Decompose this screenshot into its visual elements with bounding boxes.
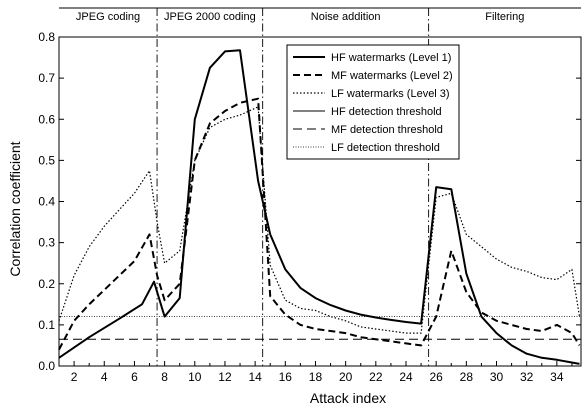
- x-tick-label: 28: [460, 370, 474, 384]
- x-tick-label: 20: [339, 370, 353, 384]
- y-tick-label: 0.0: [38, 359, 55, 373]
- x-tick-label: 14: [248, 370, 262, 384]
- legend-label-5: MF detection threshold: [331, 124, 443, 136]
- x-axis-title: Attack index: [310, 390, 386, 406]
- section-label-1: JPEG coding: [76, 11, 140, 23]
- y-tick-label: 0.8: [38, 30, 55, 44]
- y-axis-title: Correlation coefficient: [7, 141, 23, 276]
- x-tick-label: 16: [279, 370, 293, 384]
- x-tick-label: 10: [188, 370, 202, 384]
- x-tick-label: 6: [131, 370, 138, 384]
- x-tick-label: 34: [550, 370, 564, 384]
- series-line-3: [58, 106, 581, 334]
- x-tick-label: 32: [520, 370, 534, 384]
- legend-box: [286, 44, 460, 160]
- x-tick-label: 2: [71, 370, 78, 384]
- x-tick-label: 8: [161, 370, 168, 384]
- y-tick-label: 0.4: [38, 195, 55, 209]
- y-tick-label: 0.2: [38, 277, 55, 291]
- section-labels: JPEG coding JPEG 2000 coding Noise additio…: [59, 7, 581, 23]
- section-label-4: Filtering: [485, 11, 524, 23]
- y-tick-label: 0.7: [38, 71, 55, 85]
- y-tick-label: 0.1: [38, 318, 55, 332]
- legend-label-4: HF detection threshold: [331, 106, 442, 118]
- y-tick-label: 0.3: [38, 236, 55, 250]
- x-tick-label: 24: [399, 370, 413, 384]
- series-line-1: [58, 49, 580, 365]
- legend-label-3: LF watermarks (Level 3): [331, 88, 450, 100]
- y-tick-label: 0.5: [38, 153, 55, 167]
- legend-label-2: MF watermarks (Level 2): [331, 70, 453, 82]
- series-line-2: [58, 97, 581, 351]
- legend-label-6: LF detection threshold: [331, 142, 440, 154]
- x-tick-label: 18: [309, 370, 323, 384]
- x-tick-label: 4: [101, 370, 108, 384]
- y-tick-label: 0.6: [38, 112, 55, 126]
- legend: HF watermarks (Level 1) MF watermarks (Le…: [286, 44, 460, 160]
- x-tick-label: 22: [369, 370, 383, 384]
- section-label-3: Noise addition: [311, 11, 381, 23]
- x-tick-label: 26: [429, 370, 443, 384]
- section-label-2: JPEG 2000 coding: [164, 11, 256, 23]
- x-tick-label: 12: [218, 370, 232, 384]
- legend-label-1: HF watermarks (Level 1): [331, 52, 451, 64]
- x-tick-label: 30: [490, 370, 504, 384]
- plot-layer: 0.00.10.20.30.40.50.60.70.82 4 6 8 10 12 14 16 1…: [38, 8, 582, 384]
